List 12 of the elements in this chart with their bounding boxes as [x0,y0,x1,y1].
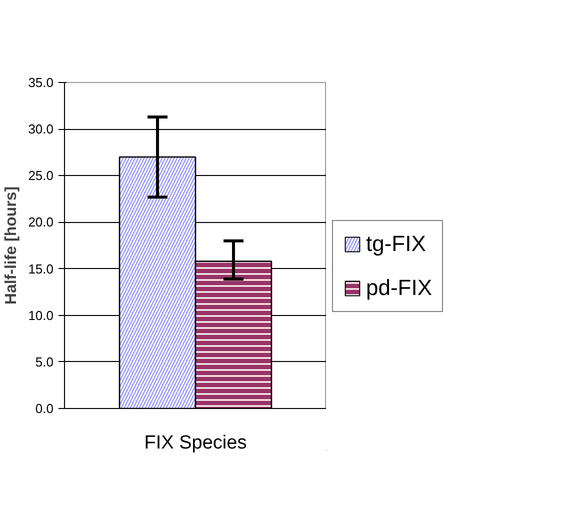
y-tick-label: 20.0 [28,214,54,230]
y-tick-label: 0.0 [35,401,54,416]
y-tick-label: 10.0 [28,308,54,323]
legend-label: pd-FIX [366,275,432,301]
y-tick-label: 35.0 [28,75,54,90]
legend-label: tg-FIX [366,231,426,257]
y-tick-label: 25.0 [28,168,54,184]
y-tick-label: 15.0 [28,261,54,276]
y-tick-label: 30.0 [28,122,54,137]
y-axis-title: Half-life [hours] [3,186,20,305]
y-tick-label: 5.0 [35,354,54,370]
x-tick-label: FIX Species [144,432,247,454]
